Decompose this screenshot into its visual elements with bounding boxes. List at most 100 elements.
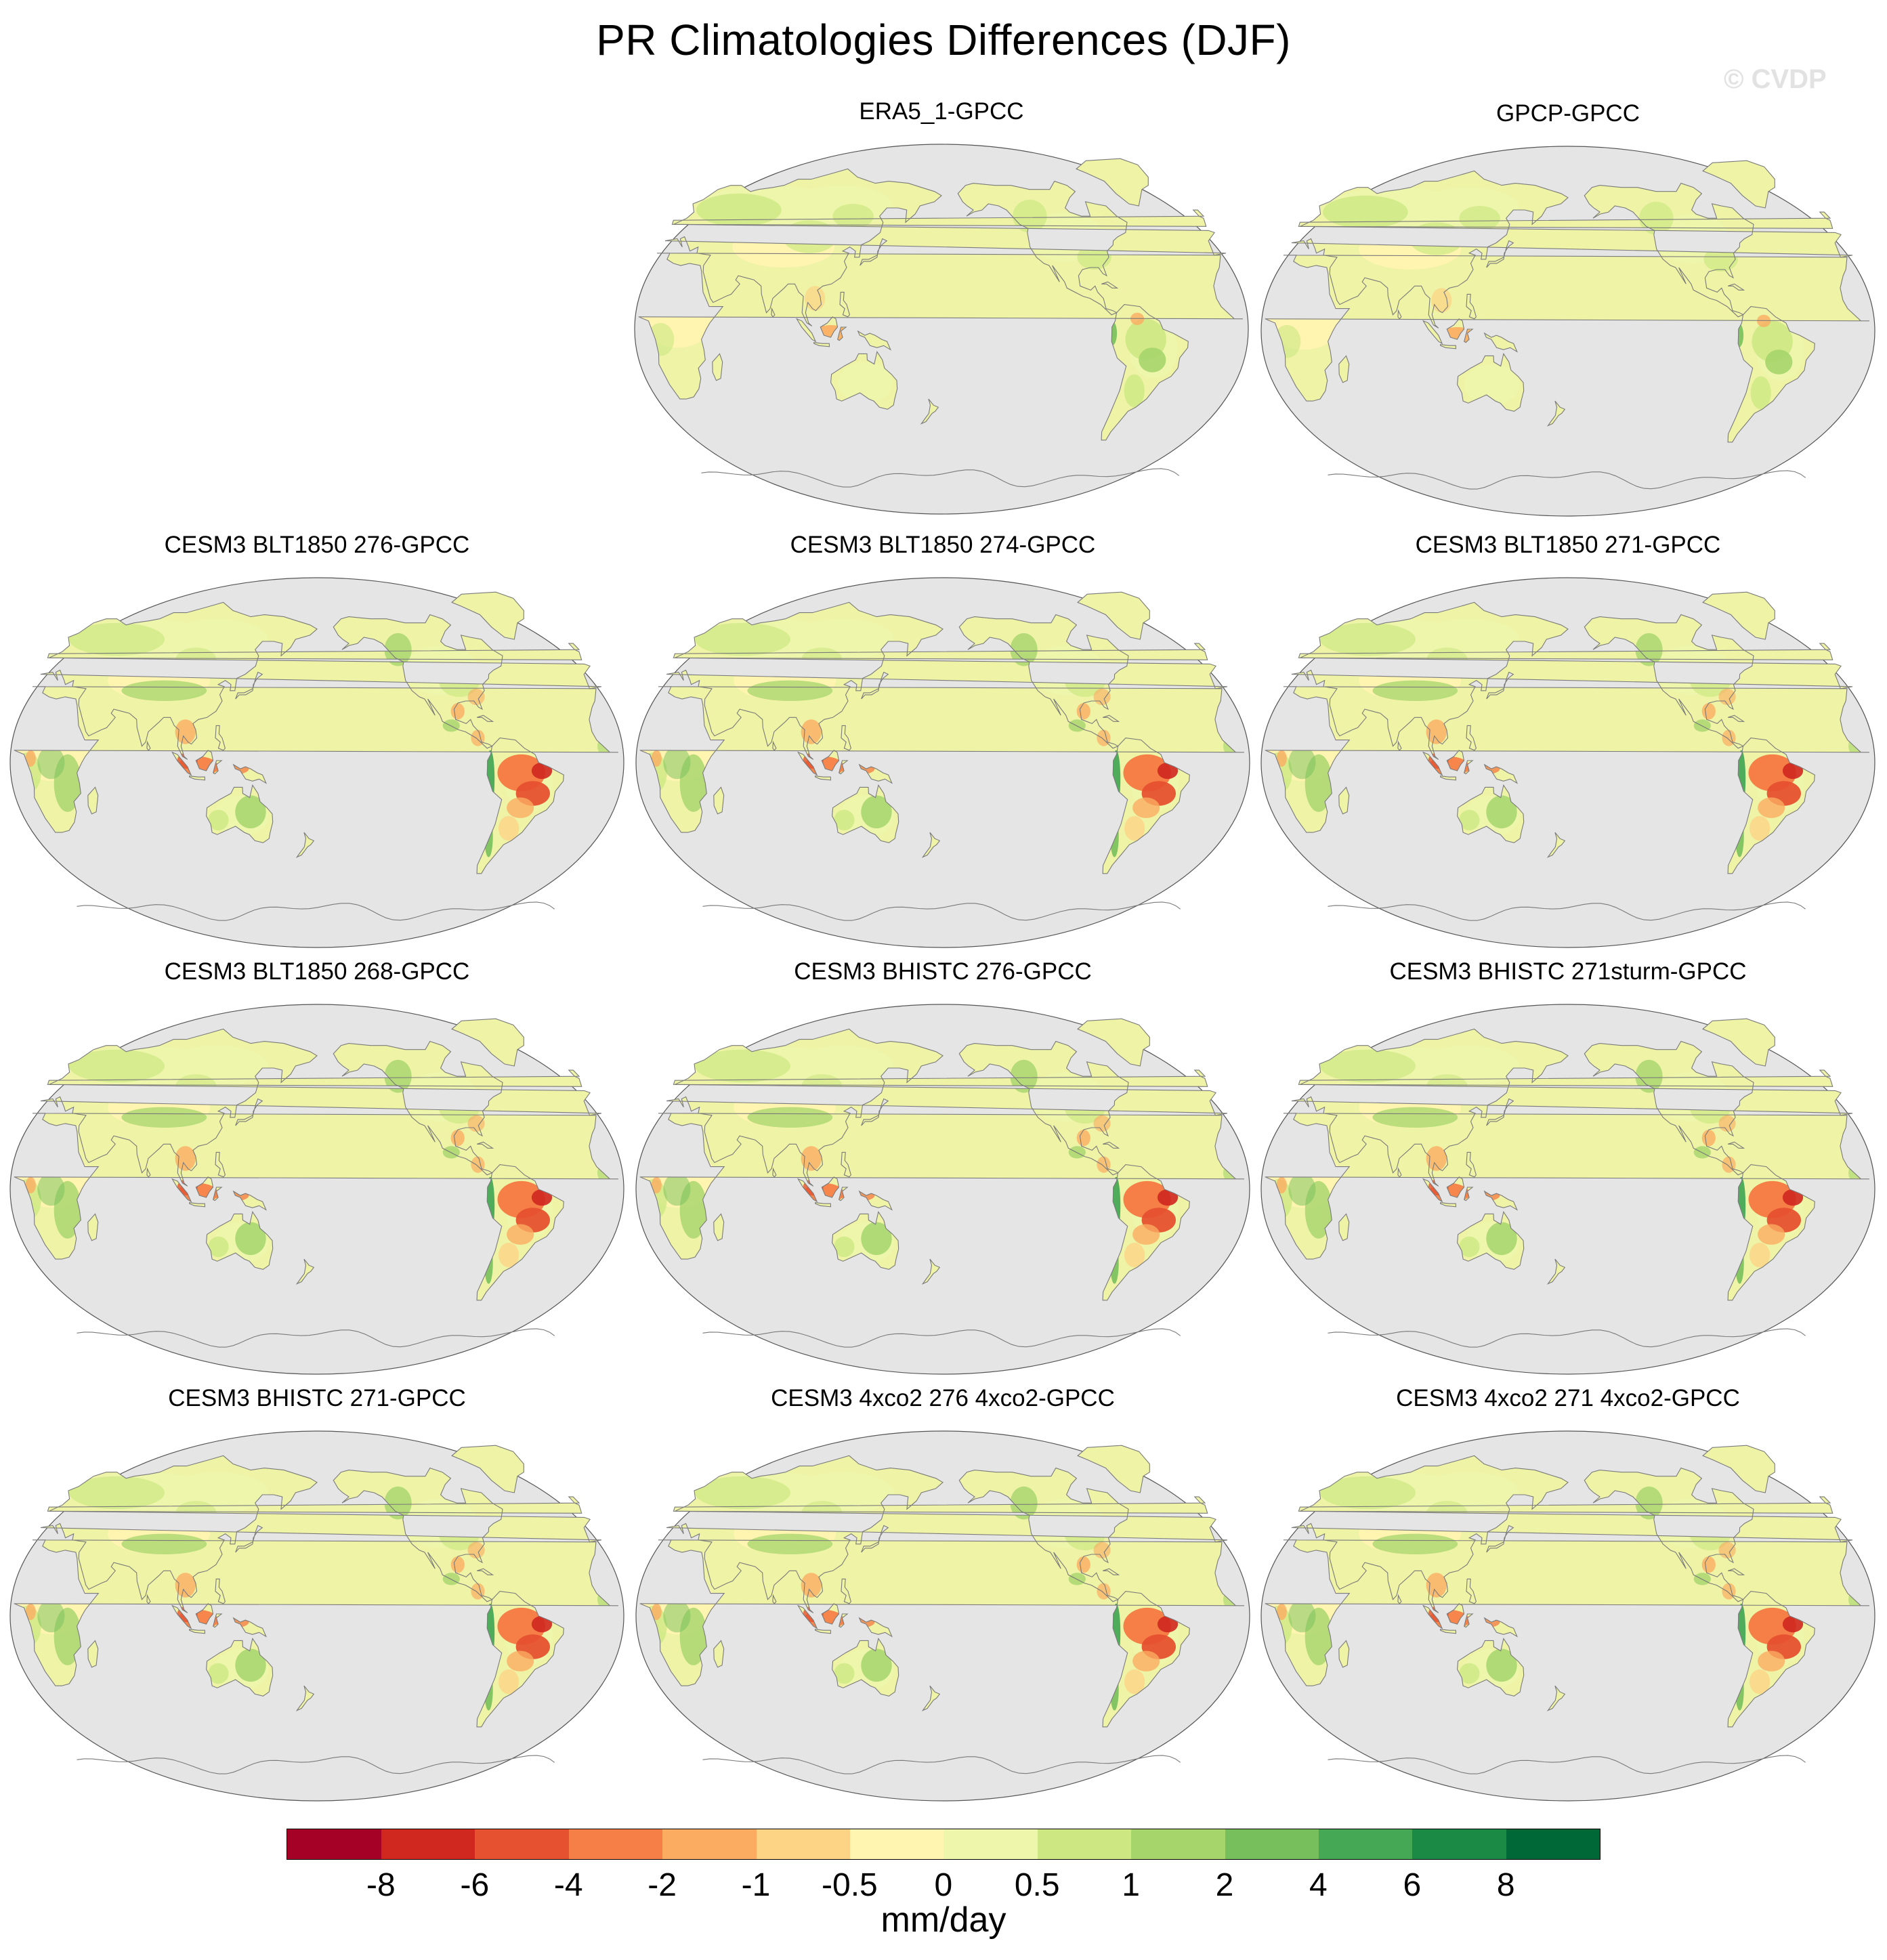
precip-anomaly-patch xyxy=(1068,1146,1086,1159)
coastline-nz xyxy=(1546,1685,1566,1711)
coastline-africa xyxy=(14,1113,618,1260)
colorbar-tick-label: 8 xyxy=(1496,1867,1515,1903)
precip-anomaly-patch xyxy=(450,1556,465,1573)
precip-anomaly-patch xyxy=(696,193,782,227)
colorbar-swatch xyxy=(943,1829,1038,1860)
map-panel-bhistc-271sturm: CESM3 BHISTC 271sturm-GPCC xyxy=(1256,958,1880,1378)
coastline-eurasia xyxy=(40,601,602,760)
coastline-cuba xyxy=(477,715,494,722)
precip-anomaly-patch xyxy=(1139,347,1166,372)
coastline-phil xyxy=(1466,725,1477,751)
precip-anomaly-patch xyxy=(1426,1146,1447,1171)
coastline-eurasia xyxy=(40,1455,602,1613)
coastline-srilanka xyxy=(1397,1167,1402,1178)
precip-anomaly-patch xyxy=(1758,797,1785,818)
coastline-antarctica xyxy=(702,1328,1181,1348)
coastline-sulawesi xyxy=(213,1187,223,1201)
precip-anomaly-patch xyxy=(1093,1541,1111,1558)
precip-anomaly-patch xyxy=(1076,1556,1090,1573)
coastline-java xyxy=(815,1629,832,1634)
precip-anomaly-patch xyxy=(663,1599,691,1633)
coastline-sumatra xyxy=(1422,751,1443,776)
coastline-srilanka xyxy=(146,1594,151,1604)
coastline-newguinea xyxy=(1483,1617,1518,1638)
coastline-africa xyxy=(639,686,1244,833)
coastline-eurasia xyxy=(666,601,1228,760)
ocean-background xyxy=(635,577,1250,948)
precip-anomaly-patch xyxy=(838,362,893,404)
precip-anomaly-patch xyxy=(1431,288,1452,313)
panel-title: CESM3 BLT1850 268-GPCC xyxy=(164,958,470,985)
coastline-phil xyxy=(1466,293,1477,320)
precip-anomaly-patch xyxy=(1323,195,1408,229)
precip-anomaly-patch xyxy=(801,1146,822,1171)
coastline-borneo xyxy=(1446,750,1465,771)
precip-anomaly-patch xyxy=(747,1533,833,1554)
precip-anomaly-patch xyxy=(1013,199,1047,233)
coastline-madagascar xyxy=(87,786,99,815)
coastline-newguinea xyxy=(1483,332,1518,353)
precip-anomaly-patch xyxy=(499,1669,520,1695)
coastline-sumatra xyxy=(797,751,818,776)
colorbar-tick-label: -6 xyxy=(460,1867,490,1903)
panel-title: ERA5_1-GPCC xyxy=(859,98,1024,125)
precip-anomaly-patch xyxy=(1459,206,1500,231)
coastline-samerica xyxy=(1727,1164,1815,1301)
precip-anomaly-patch xyxy=(1486,1648,1517,1682)
colorbar-swatch xyxy=(1037,1829,1132,1860)
coastline-japan xyxy=(1486,671,1514,700)
coastline-antarctica xyxy=(701,468,1180,488)
coastline-antarctica xyxy=(77,1328,555,1348)
colorbar-tick-label: -4 xyxy=(553,1867,583,1903)
coastline-nz xyxy=(921,1258,941,1285)
coastline-africa xyxy=(14,686,618,833)
precip-anomaly-patch xyxy=(1076,1130,1090,1147)
coastline-australia xyxy=(206,1211,274,1270)
coastline-australia xyxy=(1457,1211,1525,1270)
coastline-sulawesi xyxy=(1464,1187,1474,1201)
precip-anomaly-patch xyxy=(1157,1189,1179,1206)
difference-map xyxy=(635,1004,1250,1375)
precip-anomaly-patch xyxy=(1693,719,1711,732)
precip-anomaly-patch xyxy=(1320,622,1416,656)
coastline-cuba xyxy=(1728,283,1745,291)
precip-anomaly-patch xyxy=(651,1176,662,1193)
coastline-japan xyxy=(861,671,889,700)
precip-anomaly-patch xyxy=(834,1236,855,1258)
coastline-japan xyxy=(235,1098,263,1126)
coastline-madagascar xyxy=(87,1213,99,1241)
precip-anomaly-patch xyxy=(175,1573,196,1598)
difference-map xyxy=(1260,1004,1875,1375)
coastline-britain xyxy=(671,209,1207,227)
coastline-cuba xyxy=(477,1568,494,1575)
precip-anomaly-patch xyxy=(208,809,229,831)
coastline-britain xyxy=(1298,643,1833,660)
coastline-africa xyxy=(639,1539,1244,1686)
precip-anomaly-patch xyxy=(1124,1242,1145,1268)
ocean-background xyxy=(634,144,1249,515)
map-panel-4xco2-276: CESM3 4xco2 276 4xco2-GPCC xyxy=(631,1385,1254,1805)
coastline-sulawesi xyxy=(213,1613,223,1628)
precip-anomaly-patch xyxy=(1426,719,1447,744)
map-panel-4xco2-271: CESM3 4xco2 271 4xco2-GPCC xyxy=(1256,1385,1880,1805)
coastline-africa xyxy=(1265,1539,1869,1686)
coastline-britain xyxy=(47,1496,582,1514)
precip-anomaly-patch xyxy=(384,1486,412,1520)
coastline-namerica xyxy=(1584,614,1754,749)
coastline-namerica xyxy=(957,180,1128,316)
coastline-phil xyxy=(841,1151,852,1178)
coastline-java xyxy=(1440,1629,1457,1634)
precip-anomaly-patch xyxy=(1132,1224,1160,1245)
precip-anomaly-patch xyxy=(663,1172,691,1206)
precip-anomaly-patch xyxy=(25,1176,36,1193)
precip-anomaly-patch xyxy=(235,1648,266,1682)
colorbar-tick-label: 0.5 xyxy=(1014,1867,1060,1903)
ocean-background xyxy=(9,577,624,948)
precip-anomaly-patch xyxy=(235,795,266,829)
coastline-britain xyxy=(673,1069,1208,1087)
precip-anomaly-patch xyxy=(69,622,165,656)
coastline-nz xyxy=(295,1685,315,1711)
coastline-sulawesi xyxy=(839,760,849,775)
coastline-antarctica xyxy=(702,901,1181,921)
precip-anomaly-patch xyxy=(1068,1573,1086,1585)
